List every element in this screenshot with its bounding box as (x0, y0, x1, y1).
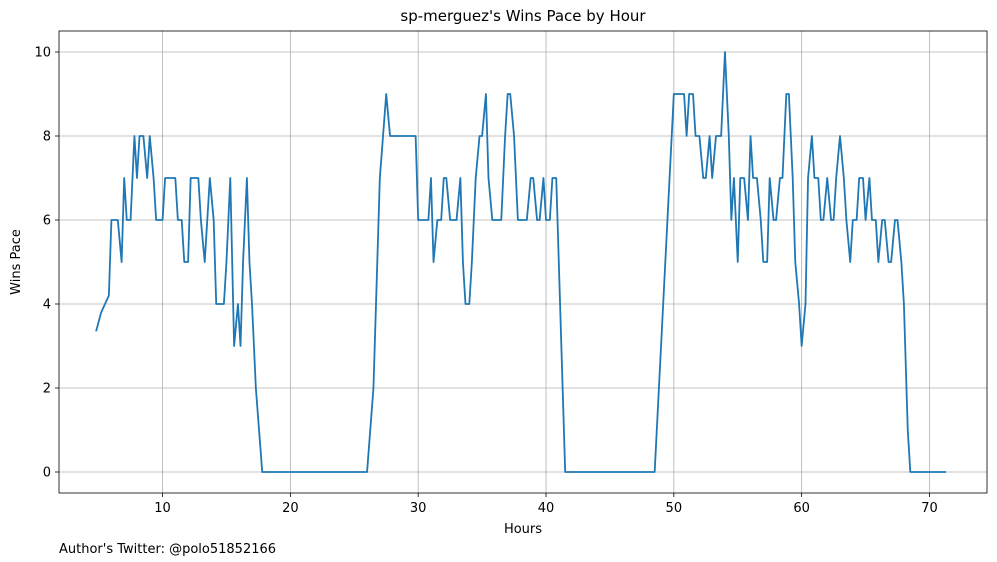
y-tick-label: 0 (43, 466, 51, 481)
y-axis-label: Wins Pace (9, 229, 24, 295)
plot-frame (58, 30, 988, 494)
y-tick-label: 4 (43, 298, 51, 313)
x-tick-label: 10 (154, 501, 171, 516)
x-tick-label: 70 (921, 501, 938, 516)
x-tick-label: 50 (666, 501, 683, 516)
x-tick-label: 30 (410, 501, 427, 516)
x-tick-label: 40 (538, 501, 555, 516)
x-axis-label: Hours (504, 522, 542, 537)
series-lines (95, 51, 947, 473)
y-tick-label: 6 (43, 214, 51, 229)
y-tick-label: 10 (34, 46, 51, 61)
x-tick-label: 20 (282, 501, 299, 516)
author-credit: Author's Twitter: @polo51852166 (59, 542, 276, 557)
y-tick-label: 2 (43, 382, 51, 397)
y-axis-ticks: 0 2 4 6 8 10 (34, 46, 59, 481)
x-axis-ticks: 10 20 30 40 50 60 70 (154, 493, 938, 516)
y-tick-label: 8 (43, 130, 51, 145)
x-tick-label: 60 (793, 501, 810, 516)
chart-title: sp-merguez's Wins Pace by Hour (400, 7, 646, 25)
wins-pace-line (95, 51, 947, 473)
